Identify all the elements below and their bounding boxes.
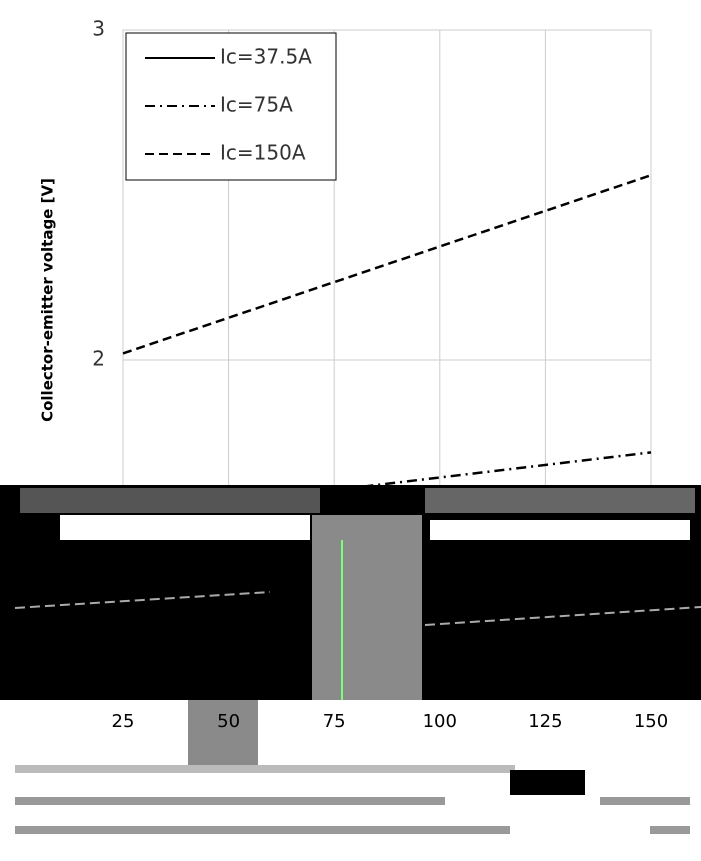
glitch-text [15,826,510,834]
legend-label: Ic=150A [220,141,306,165]
legend-label: Ic=75A [220,93,293,117]
y-tick-label: 3 [92,17,105,41]
glitch-block [510,770,585,795]
x-tick-label: 25 [112,711,135,732]
legend: Ic=37.5A Ic=75A Ic=150A [125,32,337,181]
glitch-line [424,606,701,626]
glitch-block [425,488,695,513]
glitch-text [15,765,515,773]
x-tick-label: 50 [217,711,240,732]
glitch-block [312,515,422,700]
y-axis-label: Collector-emitter voltage [V] [39,178,57,422]
glitch-block [430,520,690,540]
glitch-block [20,488,320,513]
glitch-block [188,700,258,765]
series-line [122,174,652,355]
y-tick-label: 2 [92,347,105,371]
x-tick-labels: 25 50 75 100 125 150 [112,711,669,732]
glitch-text [650,826,690,834]
x-tick-label: 125 [528,711,562,732]
x-tick-label: 75 [323,711,346,732]
glitch-block [60,515,310,540]
glitch-overlay [0,485,701,834]
legend-label: Ic=37.5A [220,45,312,69]
x-tick-label: 100 [423,711,457,732]
glitch-text [600,797,690,805]
glitch-line [14,591,271,609]
x-tick-label: 150 [634,711,668,732]
glitch-text [15,797,445,805]
